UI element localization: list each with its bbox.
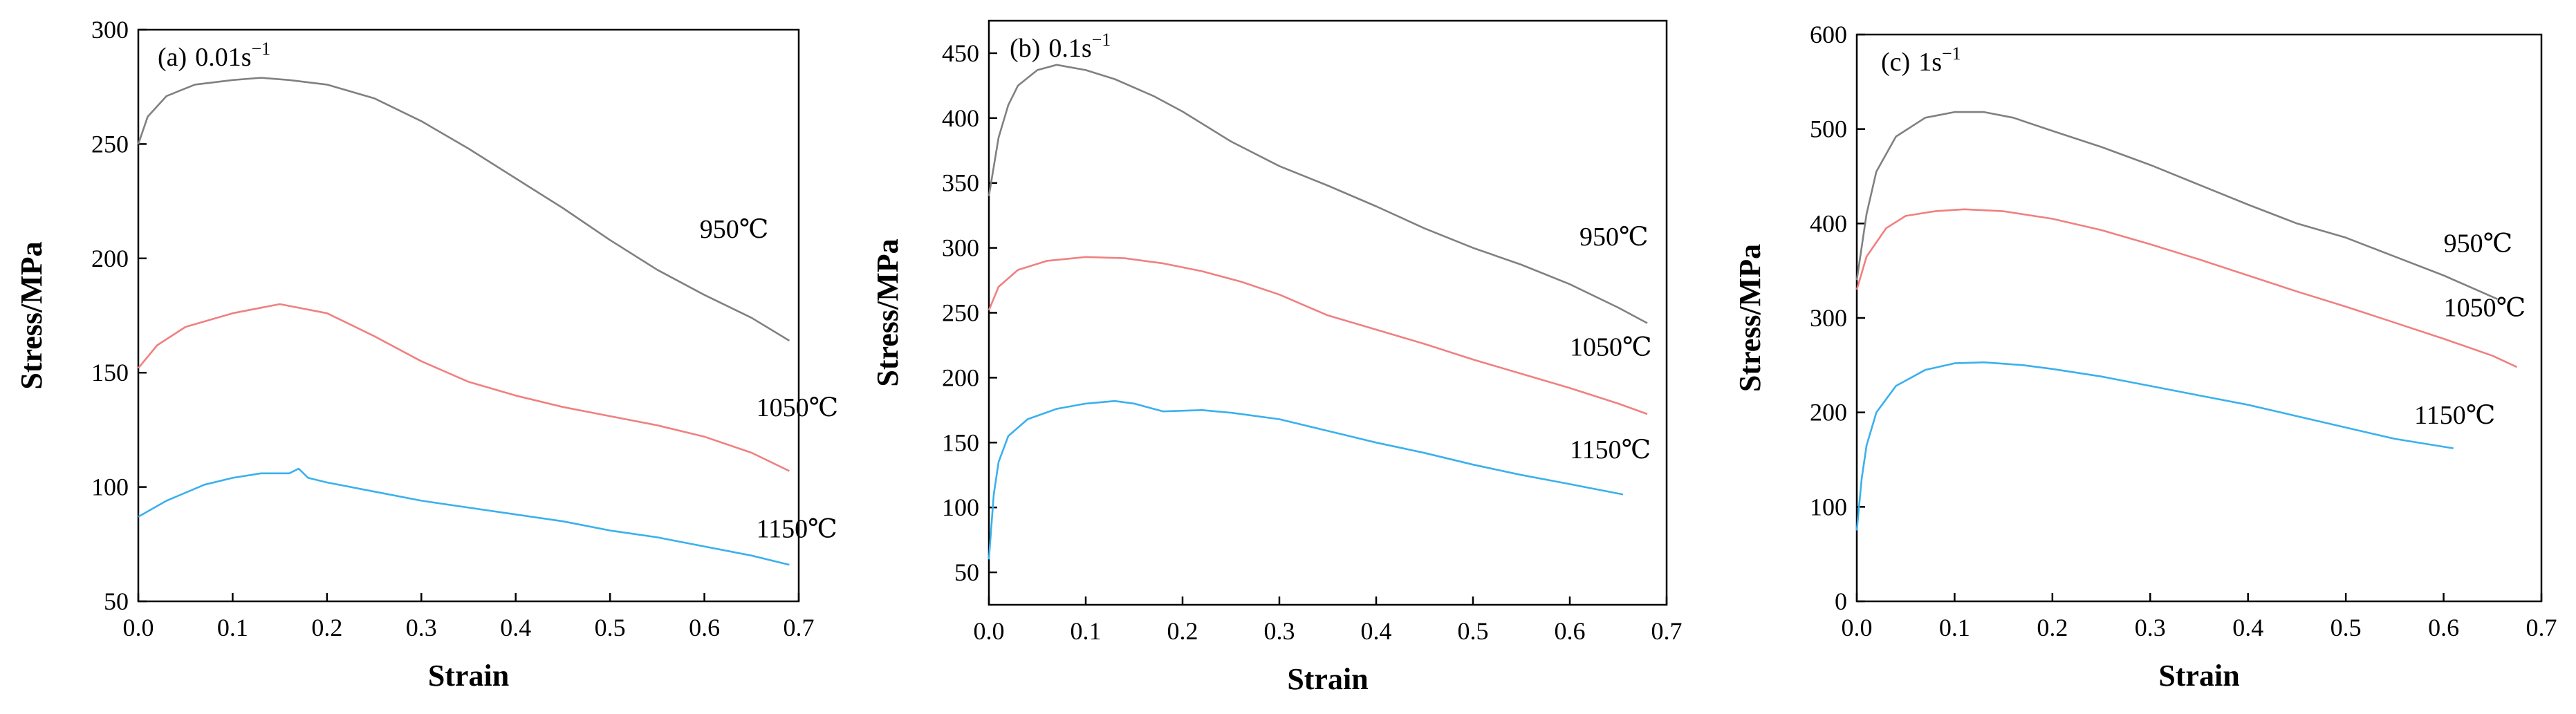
strain-rate-exponent: −1 [1092, 30, 1111, 50]
y-tick-label: 50 [954, 558, 979, 586]
y-tick-label: 150 [942, 429, 979, 456]
series-label-3: 1150℃ [1570, 435, 1651, 464]
y-tick-label: 250 [91, 130, 129, 158]
y-tick-label: 300 [91, 16, 129, 44]
x-tick-label: 0.6 [1555, 617, 1586, 645]
strain-rate-exponent: −1 [1942, 44, 1961, 64]
x-axis-title: Strain [428, 659, 509, 693]
y-tick-label: 500 [1810, 115, 1847, 143]
x-tick-label: 0.4 [1361, 617, 1392, 645]
x-axis-title: Strain [1287, 662, 1368, 696]
x-tick-label: 0.5 [2331, 614, 2362, 641]
series-line-2 [988, 256, 1648, 415]
series-label-3: 1150℃ [757, 514, 837, 543]
y-tick-label: 250 [942, 299, 979, 327]
panel-title: (b) 0.1s−1 [1010, 30, 1111, 63]
x-tick-label: 0.3 [1264, 617, 1295, 645]
strain-rate: 1s [1918, 48, 1942, 77]
y-tick-label: 600 [1810, 21, 1847, 48]
series-label-2: 1050℃ [1570, 332, 1652, 361]
y-tick-label: 100 [1810, 493, 1847, 520]
y-tick-label: 400 [942, 104, 979, 132]
x-tick-label: 0.0 [123, 614, 154, 641]
x-tick-label: 0.1 [1939, 614, 1970, 641]
panel-letter: (b) [1010, 34, 1040, 63]
chart-panel-b: 0.0 0.1 0.2 0.3 0.4 0.5 0.6 0.7 50 100 150 200 250 30… [871, 19, 1683, 696]
series-line-2 [137, 303, 790, 472]
chart-panel-c: 0.0 0.1 0.2 0.3 0.4 0.5 0.6 0.7 0 100 200 300 400 500… [1733, 21, 2557, 693]
series-label-2: 1050℃ [2444, 293, 2526, 322]
series-line-3 [1855, 361, 2454, 531]
panel-letter: (c) [1881, 48, 1910, 77]
x-tick-label: 0.3 [406, 614, 437, 641]
series-line-1 [988, 64, 1648, 324]
panel-letter: (a) [158, 43, 187, 72]
x-tick-label: 0.5 [1458, 617, 1489, 645]
x-tick-label: 0.6 [2428, 614, 2459, 641]
chart-panel-a: 0.0 0.1 0.2 0.3 0.4 0.5 0.6 0.7 50 100 150 200 250 30… [15, 16, 838, 693]
y-tick-label: 150 [91, 359, 129, 386]
x-tick-label: 0.7 [1651, 617, 1683, 645]
y-tick-label: 200 [942, 364, 979, 391]
x-tick-label: 0.4 [2232, 614, 2263, 641]
x-tick-label: 0.2 [2037, 614, 2068, 641]
x-tick-label: 0.2 [311, 614, 342, 641]
x-tick-label: 0.0 [974, 617, 1005, 645]
y-tick-label: 50 [104, 588, 129, 615]
series-label-1: 950℃ [1579, 223, 1649, 252]
series-line-3 [988, 400, 1624, 560]
x-tick-label: 0.3 [2135, 614, 2166, 641]
y-axis-title: Stress/MPa [871, 238, 905, 386]
series-label-3: 1150℃ [2414, 401, 2495, 430]
x-tick-label: 0.7 [2526, 614, 2557, 641]
series-line-1 [137, 77, 790, 342]
panel-title: (a) 0.01s−1 [158, 39, 270, 72]
x-tick-label: 0.5 [595, 614, 626, 641]
x-tick-label: 0.1 [217, 614, 248, 641]
y-axis-title: Stress/MPa [1733, 244, 1767, 392]
y-tick-label: 400 [1810, 209, 1847, 237]
series-line-1 [1855, 111, 2498, 300]
x-tick-label: 0.6 [689, 614, 720, 641]
x-tick-label: 0.7 [784, 614, 815, 641]
series-line-3 [138, 467, 790, 566]
series-label-2: 1050℃ [757, 393, 839, 422]
x-tick-label: 0.2 [1167, 617, 1198, 645]
series-line-2 [1855, 208, 2518, 368]
y-tick-label: 300 [942, 234, 979, 262]
y-tick-label: 0 [1835, 588, 1847, 615]
x-axis-title: Strain [2158, 659, 2239, 693]
y-tick-label: 450 [942, 39, 979, 67]
x-tick-label: 0.4 [500, 614, 531, 641]
strain-rate: 0.01s [195, 43, 251, 72]
y-tick-label: 100 [91, 473, 129, 501]
strain-rate-exponent: −1 [251, 39, 270, 59]
y-tick-label: 200 [91, 245, 129, 272]
plot-frame [988, 19, 1668, 606]
y-tick-label: 200 [1810, 399, 1847, 426]
x-tick-label: 0.1 [1071, 617, 1102, 645]
plot-frame [1855, 33, 2543, 603]
y-tick-label: 350 [942, 169, 979, 197]
y-axis-title: Stress/MPa [15, 241, 48, 389]
y-tick-label: 100 [942, 494, 979, 521]
series-label-1: 950℃ [2444, 229, 2513, 258]
strain-rate: 0.1s [1048, 34, 1091, 63]
series-label-1: 950℃ [700, 215, 769, 244]
x-tick-label: 0.0 [1842, 614, 1873, 641]
plot-frame [137, 28, 800, 603]
panel-title: (c) 1s−1 [1881, 44, 1961, 77]
y-tick-label: 300 [1810, 304, 1847, 332]
